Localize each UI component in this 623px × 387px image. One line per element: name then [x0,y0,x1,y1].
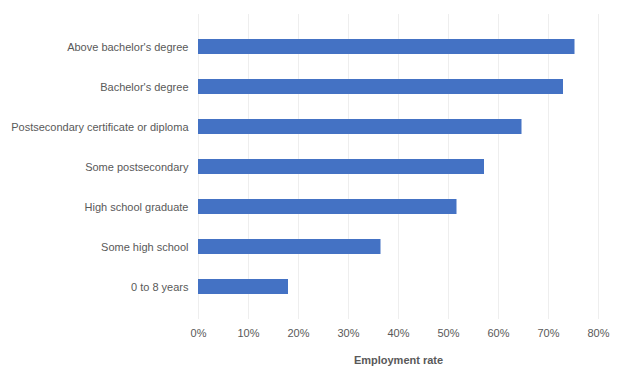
svg-text:Some postsecondary: Some postsecondary [85,161,189,173]
svg-text:40%: 40% [387,327,409,339]
svg-text:Postsecondary certificate or d: Postsecondary certificate or diploma [11,121,189,133]
svg-text:Above bachelor's degree: Above bachelor's degree [67,41,188,53]
svg-text:10%: 10% [237,327,259,339]
svg-text:High school graduate: High school graduate [85,201,189,213]
svg-text:80%: 80% [587,327,609,339]
svg-text:0 to 8 years: 0 to 8 years [131,281,189,293]
svg-text:Bachelor's degree: Bachelor's degree [100,81,188,93]
svg-text:70%: 70% [537,327,559,339]
svg-text:50%: 50% [437,327,459,339]
svg-text:60%: 60% [487,327,509,339]
svg-text:20%: 20% [287,327,309,339]
svg-text:0%: 0% [191,327,207,339]
svg-text:Some high school: Some high school [101,241,188,253]
svg-text:Employment rate: Employment rate [354,354,443,366]
svg-text:30%: 30% [337,327,359,339]
